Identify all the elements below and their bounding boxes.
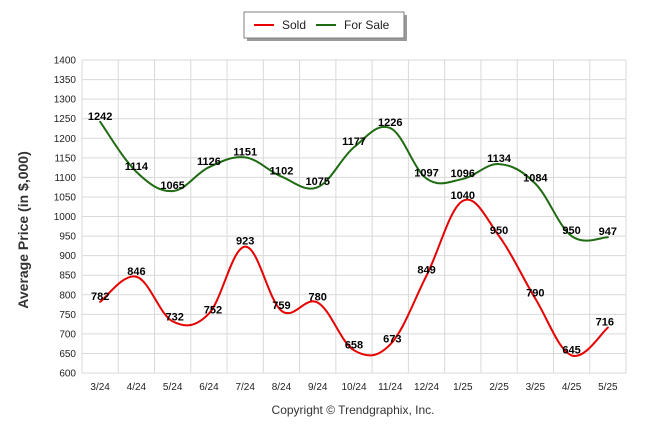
x-tick-label: 3/25 xyxy=(526,382,546,393)
y-tick-label: 600 xyxy=(59,369,76,380)
legend: Sold For Sale xyxy=(243,11,407,41)
y-tick-label: 1250 xyxy=(54,114,77,125)
for-sale-data-label: 947 xyxy=(599,226,617,238)
for-sale-data-label: 1097 xyxy=(414,168,438,180)
x-tick-label: 4/24 xyxy=(127,382,147,393)
sold-data-label: 782 xyxy=(91,291,109,303)
sold-data-label: 673 xyxy=(383,333,401,345)
data-label-layer: 782 846 732 752 923 759 780 658 673 849 1040 950 790… xyxy=(88,111,617,357)
sold-data-label: 759 xyxy=(272,300,290,312)
for-sale-data-label: 1151 xyxy=(233,146,257,158)
x-tick-label: 3/24 xyxy=(90,382,110,393)
for-sale-data-label: 1084 xyxy=(523,173,548,185)
y-tick-label: 800 xyxy=(59,290,76,301)
axis-layer: 600 650 700 750 800 850 900 950 1000 1050 1100 1150… xyxy=(54,56,618,394)
x-tick-label: 4/25 xyxy=(562,382,582,393)
y-tick-label: 850 xyxy=(59,271,76,282)
y-tick-label: 950 xyxy=(59,232,76,243)
for-sale-data-label: 1177 xyxy=(342,136,366,148)
for-sale-series-line xyxy=(99,120,609,242)
x-tick-label: 5/24 xyxy=(163,382,183,393)
y-tick-label: 1000 xyxy=(54,212,77,223)
for-sale-data-label: 1242 xyxy=(88,111,112,123)
y-tick-label: 1050 xyxy=(54,192,77,203)
sold-data-label: 950 xyxy=(490,225,508,237)
x-tick-label: 1/25 xyxy=(453,382,473,393)
for-sale-data-label: 1075 xyxy=(305,176,329,188)
y-tick-label: 700 xyxy=(59,329,76,340)
x-tick-label: 10/24 xyxy=(341,382,366,393)
y-tick-label: 1300 xyxy=(54,95,77,106)
y-tick-label: 900 xyxy=(59,251,76,262)
y-axis-label: Average Price (in $,000) xyxy=(15,151,31,308)
sold-data-label: 716 xyxy=(596,317,614,329)
x-tick-label: 5/25 xyxy=(598,382,618,393)
sold-data-label: 846 xyxy=(127,266,145,278)
y-tick-label: 1350 xyxy=(54,75,77,86)
y-tick-label: 1400 xyxy=(54,56,77,67)
sold-data-label: 1040 xyxy=(451,190,475,202)
sold-data-label: 658 xyxy=(345,339,363,351)
sold-data-label: 752 xyxy=(204,305,222,317)
sold-series-line xyxy=(99,198,609,357)
for-sale-data-label: 1134 xyxy=(487,153,512,165)
x-tick-label: 2/25 xyxy=(489,382,509,393)
y-tick-label: 1100 xyxy=(54,173,76,184)
x-tick-label: 7/24 xyxy=(235,382,255,393)
for-sale-data-label: 1126 xyxy=(197,156,221,168)
x-tick-label: 8/24 xyxy=(272,382,292,393)
sold-data-label: 732 xyxy=(165,311,183,323)
for-sale-data-label: 950 xyxy=(562,225,580,237)
y-tick-label: 1200 xyxy=(54,134,77,145)
sold-data-label: 849 xyxy=(417,265,435,277)
y-tick-label: 1150 xyxy=(54,153,76,164)
x-tick-label: 12/24 xyxy=(414,382,439,393)
x-tick-label: 9/24 xyxy=(308,382,328,393)
x-tick-label: 6/24 xyxy=(199,382,219,393)
grid-layer xyxy=(81,59,627,374)
copyright-text: Copyright © Trendgraphix, Inc. xyxy=(272,403,435,417)
for-sale-data-label: 1096 xyxy=(451,168,475,180)
sold-data-label: 780 xyxy=(309,292,327,304)
y-tick-label: 650 xyxy=(59,349,76,360)
for-sale-data-label: 1065 xyxy=(160,180,184,192)
legend-label-sold: Sold xyxy=(282,18,306,32)
y-tick-label: 750 xyxy=(59,310,76,321)
sold-data-label: 923 xyxy=(236,236,254,248)
for-sale-data-label: 1102 xyxy=(270,166,294,178)
series-layer xyxy=(99,120,609,357)
legend-label-for-sale: For Sale xyxy=(344,18,390,32)
x-tick-label: 11/24 xyxy=(378,382,403,393)
for-sale-data-label: 1114 xyxy=(125,161,149,173)
sold-data-label: 645 xyxy=(562,344,580,356)
for-sale-data-label: 1226 xyxy=(378,117,402,129)
sold-data-label: 790 xyxy=(526,288,544,300)
